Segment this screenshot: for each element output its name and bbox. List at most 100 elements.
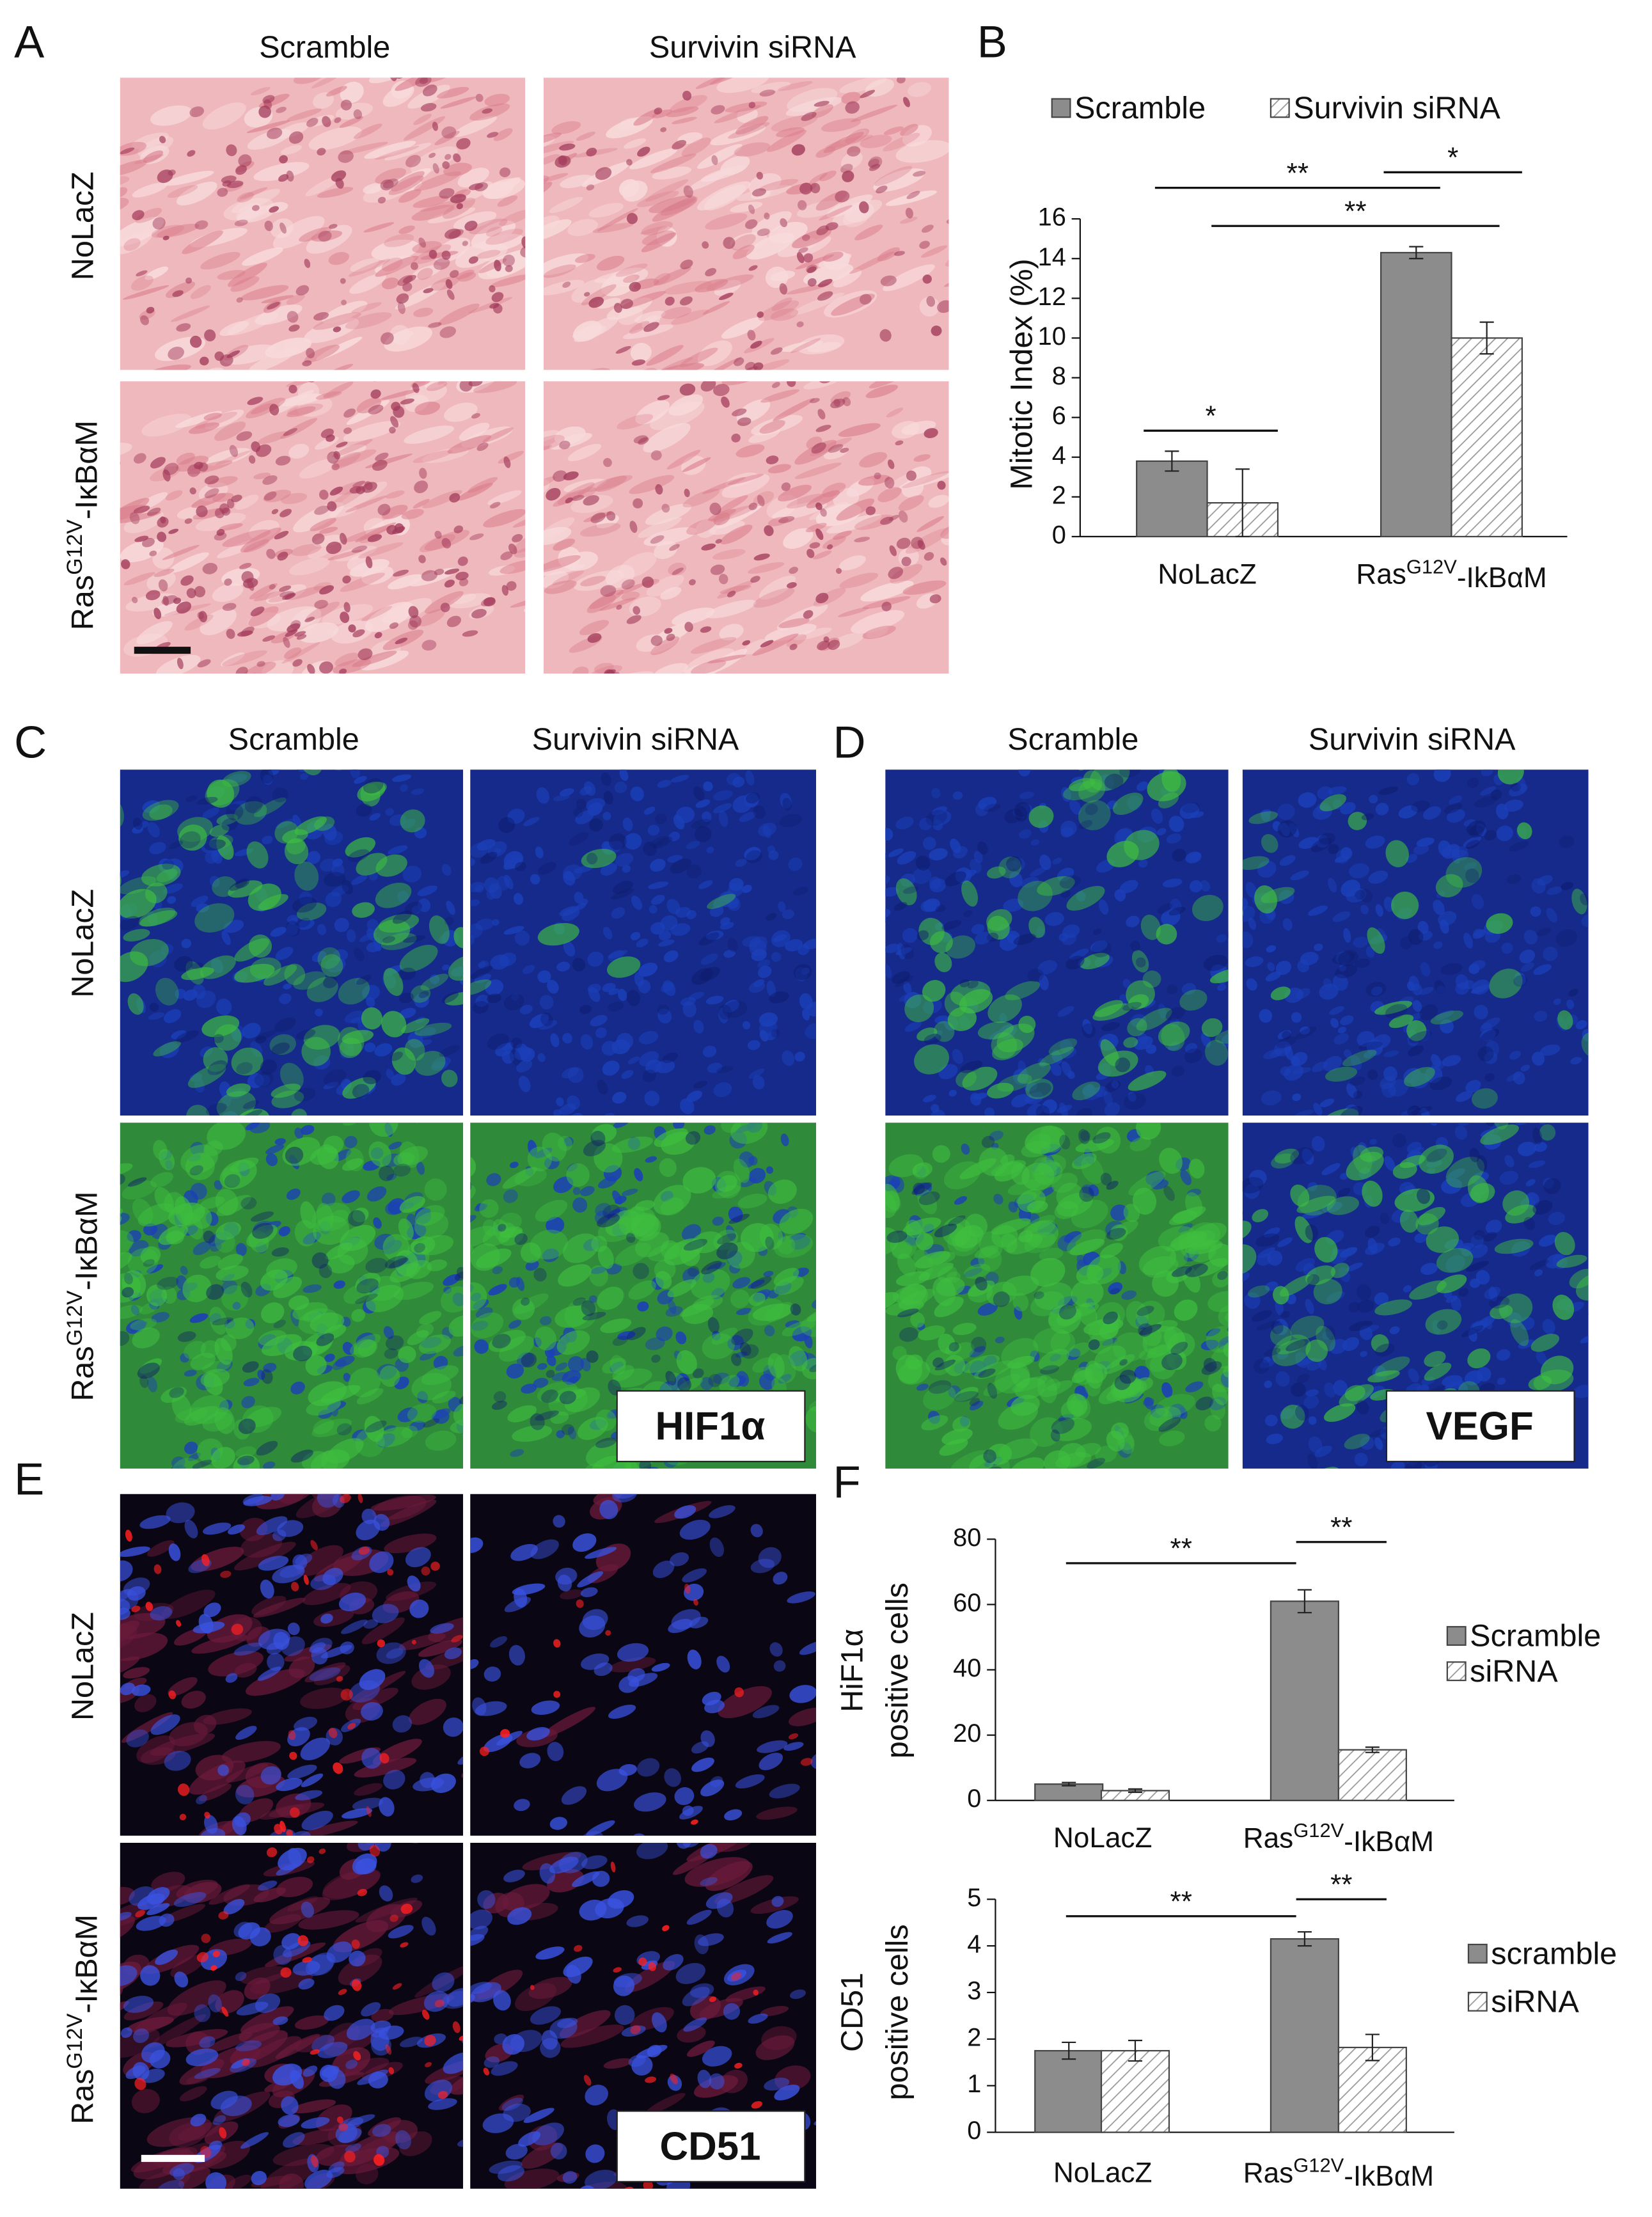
cell bbox=[610, 888, 634, 900]
cell bbox=[961, 1143, 970, 1155]
cell bbox=[1103, 1311, 1119, 1325]
cell bbox=[141, 537, 155, 548]
cell bbox=[498, 1224, 507, 1232]
cell bbox=[284, 963, 306, 986]
cell bbox=[1092, 1132, 1111, 1144]
cell bbox=[705, 930, 724, 940]
cell bbox=[1349, 1320, 1373, 1332]
cell bbox=[234, 963, 275, 983]
cell bbox=[791, 144, 805, 156]
cell bbox=[799, 1641, 817, 1655]
cell bbox=[328, 1728, 338, 1739]
cell bbox=[1400, 936, 1413, 950]
cell bbox=[1035, 1105, 1050, 1116]
cell bbox=[208, 2140, 223, 2150]
cell bbox=[841, 91, 861, 104]
cell bbox=[597, 1079, 608, 1095]
cell bbox=[313, 1215, 350, 1245]
cell bbox=[204, 475, 219, 485]
cell bbox=[323, 1082, 339, 1089]
cell bbox=[1353, 1091, 1363, 1099]
cell bbox=[885, 887, 899, 897]
cell bbox=[1467, 820, 1486, 835]
cell bbox=[828, 640, 840, 651]
cell bbox=[563, 1137, 574, 1147]
micrograph-content bbox=[120, 381, 526, 674]
cell bbox=[351, 302, 382, 313]
cell bbox=[391, 1073, 406, 1086]
cell bbox=[718, 574, 728, 585]
cell bbox=[1388, 1237, 1401, 1247]
cell bbox=[706, 846, 714, 854]
cell bbox=[1279, 855, 1296, 866]
cell bbox=[272, 1529, 287, 1542]
cell bbox=[989, 1458, 1010, 1469]
cell bbox=[471, 608, 487, 619]
cell bbox=[343, 526, 391, 542]
cell bbox=[363, 1069, 381, 1084]
cell bbox=[680, 663, 719, 674]
cell bbox=[1033, 1327, 1071, 1354]
cell bbox=[586, 148, 597, 157]
cell bbox=[826, 544, 833, 550]
cell bbox=[290, 1449, 313, 1463]
cell bbox=[216, 998, 232, 1016]
cell bbox=[971, 1336, 987, 1353]
cell bbox=[759, 1012, 778, 1027]
cell bbox=[420, 103, 437, 112]
cell bbox=[306, 851, 321, 864]
cell bbox=[712, 384, 730, 397]
cell bbox=[1354, 1453, 1368, 1467]
cell bbox=[475, 182, 488, 192]
cell bbox=[149, 804, 173, 820]
cell bbox=[954, 1387, 979, 1401]
cell bbox=[939, 1439, 968, 1456]
cell bbox=[794, 462, 842, 479]
cell bbox=[880, 516, 893, 525]
cell bbox=[177, 658, 184, 670]
cell bbox=[325, 957, 346, 973]
cell bbox=[1349, 1077, 1366, 1086]
cell bbox=[120, 1589, 132, 1608]
cell bbox=[326, 434, 335, 442]
cell bbox=[789, 1685, 817, 1703]
cell bbox=[133, 505, 150, 514]
cell bbox=[391, 171, 425, 192]
cell bbox=[796, 252, 805, 264]
cell bbox=[653, 1185, 691, 1215]
cell bbox=[1119, 769, 1141, 778]
cell bbox=[292, 814, 302, 828]
cell bbox=[235, 1971, 247, 1982]
cell bbox=[1119, 880, 1138, 894]
cell bbox=[569, 832, 589, 846]
cell bbox=[1274, 1148, 1300, 1164]
cell bbox=[319, 489, 329, 500]
cell bbox=[243, 539, 269, 553]
cell bbox=[375, 146, 420, 160]
cell bbox=[630, 786, 644, 801]
cell bbox=[276, 1778, 303, 1792]
cell bbox=[486, 889, 496, 900]
cell bbox=[597, 297, 621, 309]
cell bbox=[1048, 1038, 1078, 1055]
cell bbox=[1242, 1220, 1252, 1241]
cell bbox=[384, 326, 432, 352]
cell bbox=[484, 1733, 513, 1753]
cell bbox=[397, 301, 405, 315]
cell bbox=[622, 180, 648, 202]
cell bbox=[342, 1341, 354, 1355]
cell bbox=[221, 175, 237, 184]
cell bbox=[1179, 803, 1199, 819]
cell bbox=[1319, 794, 1346, 812]
cell bbox=[1093, 928, 1102, 935]
cell bbox=[132, 210, 145, 221]
cell bbox=[402, 282, 413, 292]
cell bbox=[759, 1030, 769, 1042]
cell bbox=[317, 947, 341, 969]
cell bbox=[669, 544, 680, 551]
cell bbox=[1018, 769, 1031, 777]
cell bbox=[358, 542, 404, 558]
cell bbox=[227, 498, 235, 509]
cell bbox=[700, 1377, 714, 1391]
cell bbox=[791, 1236, 810, 1250]
